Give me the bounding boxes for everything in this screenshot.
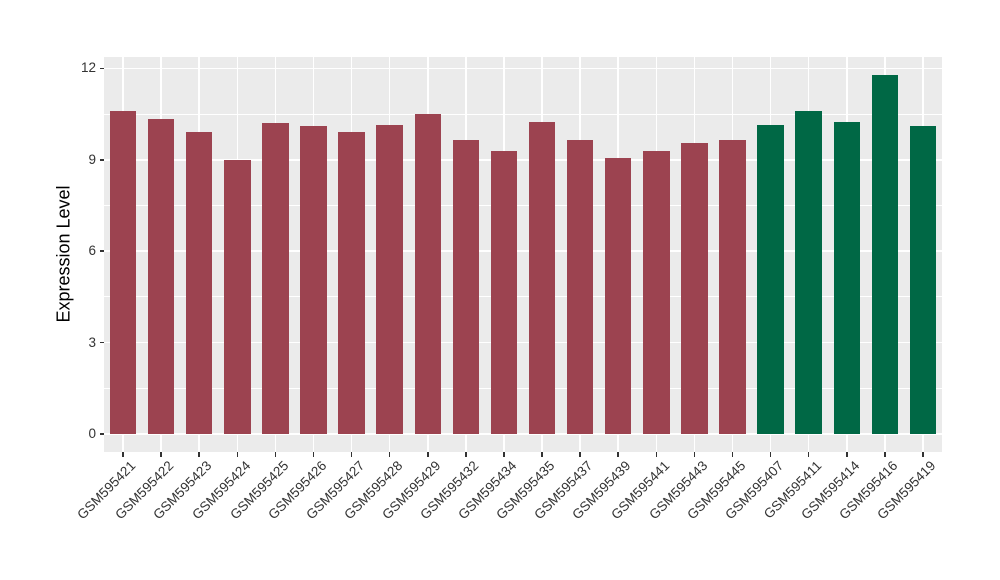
y-tick-mark (100, 250, 104, 252)
x-tick-mark (388, 452, 391, 457)
x-tick-mark (122, 452, 124, 457)
bar-GSM595428 (376, 124, 403, 434)
bar-GSM595411 (795, 111, 822, 434)
x-tick-mark (541, 452, 543, 457)
bar-GSM595426 (300, 126, 327, 434)
bar-GSM595416 (871, 74, 899, 434)
y-tick-mark (100, 433, 104, 435)
y-tick-label: 9 (88, 151, 96, 167)
y-tick-label: 0 (88, 426, 96, 441)
gridline-minor (104, 296, 942, 298)
gridline-minor (104, 205, 942, 207)
x-tick-mark (312, 452, 315, 457)
bar-GSM595441 (643, 150, 670, 434)
bar-GSM595437 (566, 140, 594, 434)
bar-GSM595425 (262, 123, 289, 434)
bar-GSM595424 (224, 159, 251, 434)
bar-GSM595407 (757, 124, 784, 434)
x-tick-mark (160, 452, 162, 457)
bar-GSM595421 (109, 111, 137, 434)
x-tick-mark (236, 452, 239, 457)
x-tick-mark (846, 452, 848, 457)
y-tick-label: 3 (88, 334, 96, 350)
gridline-major (104, 250, 942, 252)
bar-GSM595429 (414, 114, 442, 434)
x-tick-mark (807, 452, 810, 457)
bar-GSM595445 (719, 140, 746, 434)
bar-GSM595427 (338, 132, 365, 434)
bar-GSM595419 (909, 126, 937, 434)
bar-GSM595439 (604, 158, 632, 434)
x-tick-mark (769, 452, 772, 457)
x-tick-mark (198, 452, 200, 457)
gridline-major (104, 341, 942, 344)
y-tick-label: 6 (88, 243, 96, 259)
gridline-minor (104, 113, 942, 115)
x-tick-mark (350, 452, 353, 457)
y-tick-label: 12 (80, 60, 96, 76)
x-tick-mark (274, 452, 277, 457)
x-tick-mark (617, 452, 619, 457)
x-tick-mark (655, 452, 658, 457)
x-tick-mark (693, 452, 696, 457)
bar-GSM595432 (452, 140, 480, 434)
bar-GSM595422 (147, 118, 175, 434)
bar-GSM595443 (681, 143, 708, 434)
x-tick-mark (579, 452, 581, 457)
x-tick-mark (731, 452, 734, 457)
y-tick-mark (100, 341, 104, 344)
x-tick-mark (884, 452, 886, 457)
bar-GSM595435 (528, 121, 556, 434)
x-tick-mark (922, 452, 924, 457)
x-tick-mark (427, 452, 429, 457)
gridline-major (104, 67, 942, 70)
x-tick-mark (465, 452, 467, 457)
bar-GSM595423 (185, 132, 213, 434)
x-tick-mark (503, 452, 505, 457)
y-tick-mark (100, 67, 104, 70)
gridline-major (104, 433, 942, 435)
bar-GSM595414 (833, 121, 861, 434)
bar-GSM595434 (490, 150, 518, 434)
gridline-minor (104, 387, 942, 389)
plot-panel (104, 57, 942, 452)
y-tick-mark (100, 159, 104, 161)
gridline-major (104, 159, 942, 161)
